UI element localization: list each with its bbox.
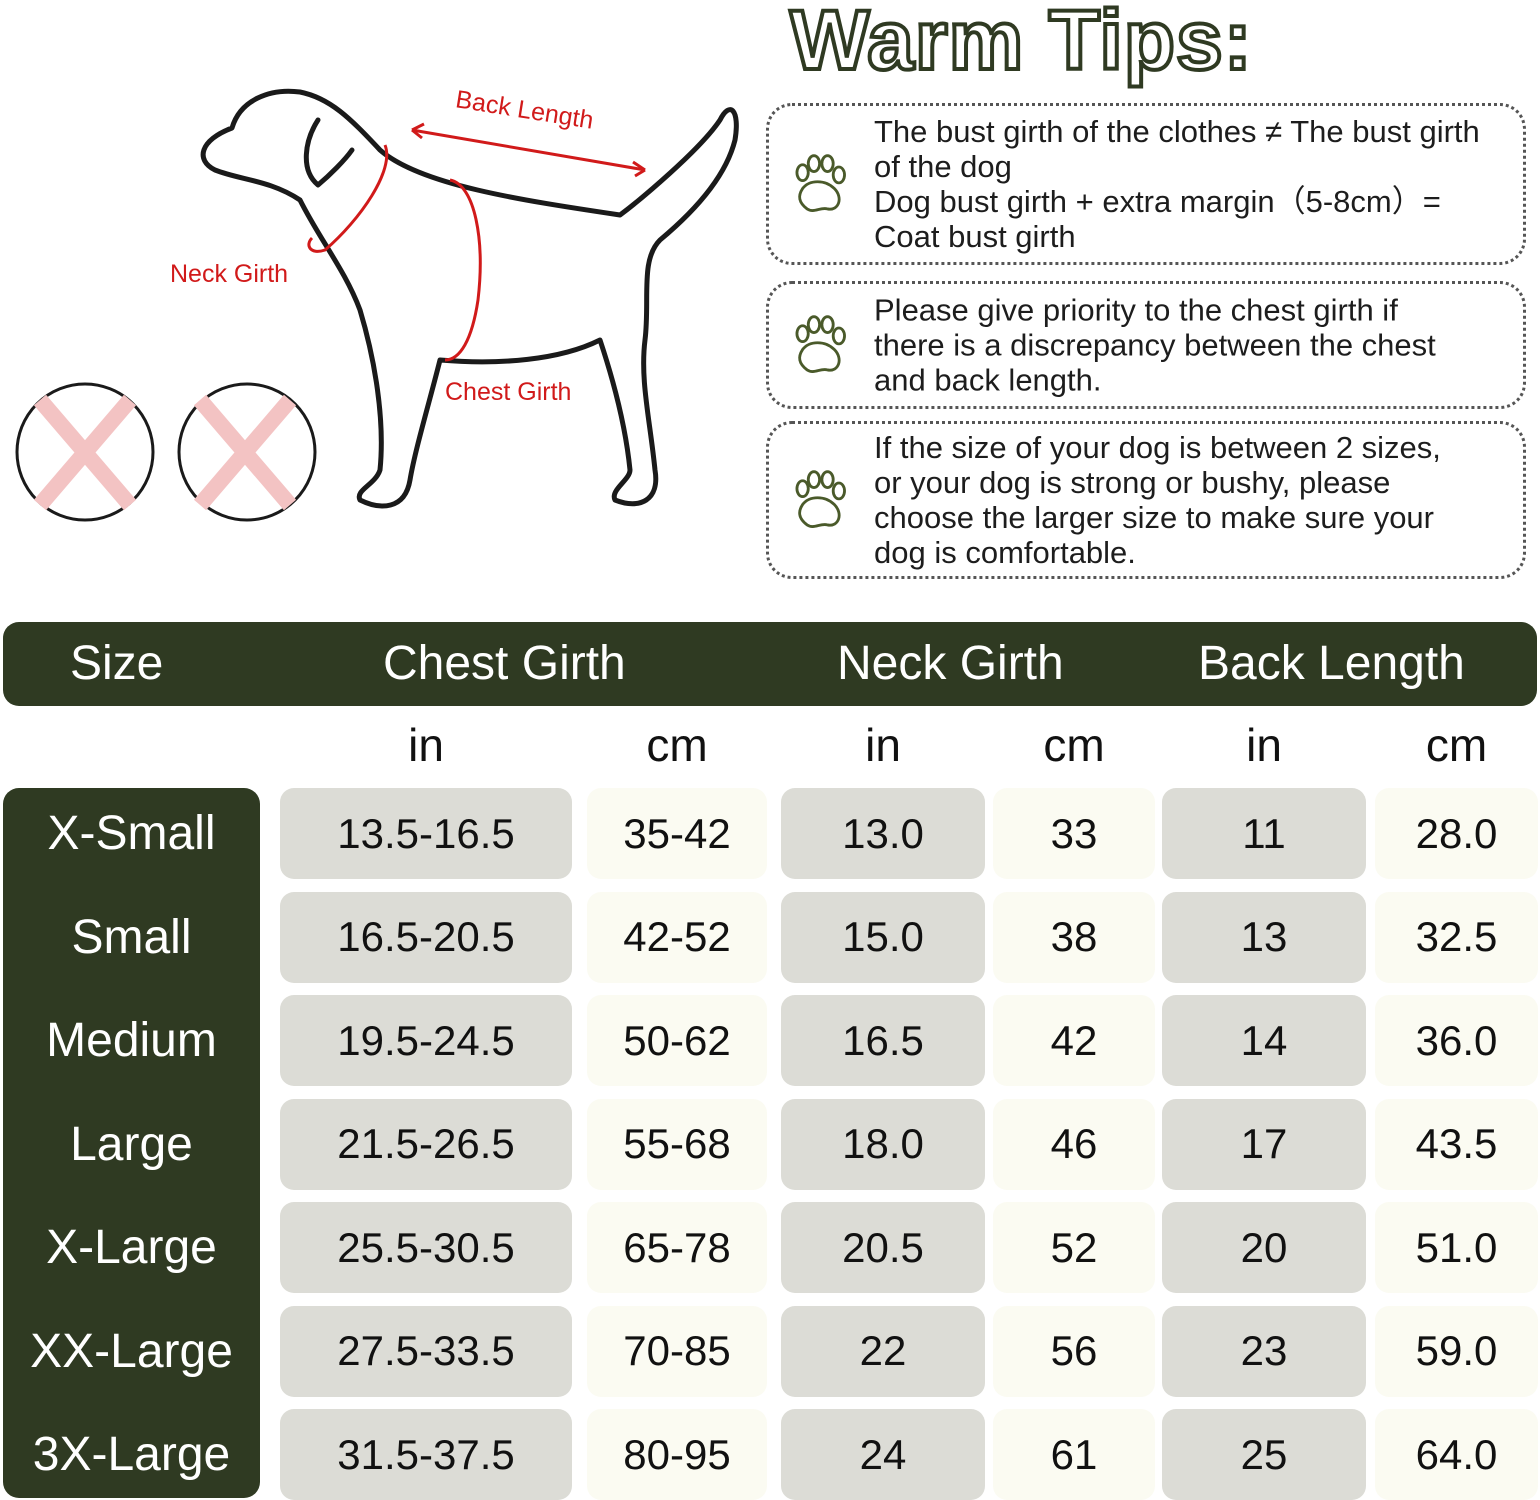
- table-cell: 16.5: [781, 995, 985, 1086]
- measure-lines: [307, 122, 646, 362]
- size-label: 3X-Large: [32, 1428, 231, 1481]
- unit-label: cm: [1425, 719, 1488, 771]
- table-cell: 52: [993, 1202, 1155, 1293]
- paw-icon: [789, 150, 857, 218]
- unit-label: in: [1246, 719, 1282, 771]
- tip-line: of the dog: [874, 149, 1012, 184]
- header-neck-girth: Neck Girth: [837, 637, 1064, 690]
- size-label: X-Large: [46, 1221, 217, 1274]
- header-chest-girth: Chest Girth: [383, 637, 626, 690]
- table-cell: 25.5-30.5: [280, 1202, 572, 1293]
- table-cell: 51.0: [1375, 1202, 1538, 1293]
- table-cell: 20: [1162, 1202, 1366, 1293]
- table-cell: 20.5: [781, 1202, 985, 1293]
- unit-label: cm: [1043, 719, 1105, 771]
- table-cell: 70-85: [587, 1305, 767, 1397]
- tip-box: The bust girth of the clothes ≠ The bust…: [766, 103, 1526, 265]
- table-cell: 55-68: [587, 1098, 767, 1190]
- table-cell: 13: [1162, 891, 1366, 983]
- table-cell: 56: [993, 1305, 1155, 1397]
- neck-girth-label: Neck Girth: [170, 260, 289, 288]
- table-cell: 65-78: [587, 1202, 767, 1293]
- table-cell: 31.5-37.5: [280, 1409, 572, 1500]
- tip-line: choose the larger size to make sure your: [874, 500, 1434, 535]
- tip-line: If the size of your dog is between 2 siz…: [874, 430, 1441, 465]
- table-cell: 80-95: [587, 1409, 767, 1500]
- size-label: Small: [71, 910, 192, 964]
- size-label: XX-Large: [30, 1324, 233, 1378]
- table-cell: 17: [1162, 1098, 1366, 1190]
- tip-line: Please give priority to the chest girth …: [874, 292, 1398, 328]
- tip-text: The bust girth of the clothes ≠ The bust…: [874, 114, 1513, 254]
- tip-line: Dog bust girth + extra margin（5-8cm）=: [874, 184, 1441, 219]
- dog-measurement-diagram: [15, 88, 739, 522]
- table-cell: 38: [993, 891, 1155, 983]
- tip-line: and back length.: [874, 362, 1102, 398]
- table-cell: 59.0: [1375, 1305, 1538, 1397]
- unit-label: in: [865, 719, 901, 771]
- table-cell: 15.0: [781, 891, 985, 983]
- table-cell: 27.5-33.5: [280, 1305, 572, 1397]
- table-cell: 14: [1162, 995, 1366, 1086]
- unit-label: in: [408, 719, 444, 771]
- dog-outline-icon: [200, 88, 739, 509]
- table-cell: 13.0: [781, 788, 985, 879]
- table-header: Size Chest Girth Neck Girth Back Length: [3, 622, 1537, 706]
- table-cell: 64.0: [1375, 1409, 1538, 1500]
- tip-box: If the size of your dog is between 2 siz…: [766, 421, 1526, 579]
- table-cell: 22: [781, 1305, 985, 1397]
- tip-line: or your dog is strong or bushy, please: [874, 465, 1391, 500]
- tip-line: dog is comfortable.: [874, 535, 1136, 570]
- table-cell: 16.5-20.5: [280, 891, 572, 983]
- tip-text: If the size of your dog is between 2 siz…: [874, 430, 1513, 570]
- unit-label: cm: [646, 719, 708, 771]
- paw-icon: [789, 311, 857, 379]
- tip-line: there is a discrepancy between the chest: [874, 327, 1436, 363]
- tip-box: Please give priority to the chest girth …: [766, 281, 1526, 409]
- paw-icon: [789, 466, 857, 534]
- table-cell: 23: [1162, 1305, 1366, 1397]
- table-cell: 13.5-16.5: [280, 788, 572, 879]
- size-label: Large: [70, 1117, 193, 1171]
- table-cell: 35-42: [587, 788, 767, 879]
- table-cell: 21.5-26.5: [280, 1098, 572, 1190]
- table-cell: 11: [1162, 788, 1366, 879]
- table-cell: 46: [993, 1098, 1155, 1190]
- header-size: Size: [70, 637, 164, 690]
- table-cell: 43.5: [1375, 1098, 1538, 1190]
- table-cell: 24: [781, 1409, 985, 1500]
- table-cell: 36.0: [1375, 995, 1538, 1086]
- tip-line: Coat bust girth: [874, 219, 1076, 254]
- table-cell: 61: [993, 1409, 1155, 1500]
- header-back-length: Back Length: [1198, 637, 1465, 690]
- table-cell: 32.5: [1375, 891, 1538, 983]
- table-cell: 42-52: [587, 891, 767, 983]
- size-label: X-Small: [47, 807, 216, 860]
- size-label: Medium: [46, 1014, 217, 1067]
- table-cell: 19.5-24.5: [280, 995, 572, 1086]
- table-cell: 28.0: [1375, 788, 1538, 879]
- tips-title: Warm Tips:: [788, 0, 1254, 89]
- tip-line: The bust girth of the clothes ≠ The bust…: [874, 114, 1480, 149]
- table-cell: 18.0: [781, 1098, 985, 1190]
- tip-text: Please give priority to the chest girth …: [874, 293, 1513, 398]
- table-cell: 42: [993, 995, 1155, 1086]
- table-cell: 50-62: [587, 995, 767, 1086]
- table-cell: 33: [993, 788, 1155, 879]
- table-cell: 25: [1162, 1409, 1366, 1500]
- size-column: [3, 788, 260, 1498]
- wrong-measure-examples: [15, 382, 317, 522]
- chest-girth-label: Chest Girth: [445, 378, 572, 406]
